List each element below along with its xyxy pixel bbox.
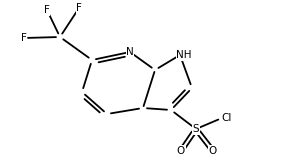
Text: F: F bbox=[76, 3, 82, 13]
Text: O: O bbox=[177, 146, 185, 156]
Text: F: F bbox=[44, 5, 50, 15]
Text: S: S bbox=[193, 124, 199, 134]
Text: F: F bbox=[21, 33, 27, 43]
Text: N: N bbox=[126, 47, 134, 57]
Text: Cl: Cl bbox=[222, 113, 232, 123]
Text: NH: NH bbox=[176, 50, 192, 60]
Text: O: O bbox=[209, 146, 217, 156]
